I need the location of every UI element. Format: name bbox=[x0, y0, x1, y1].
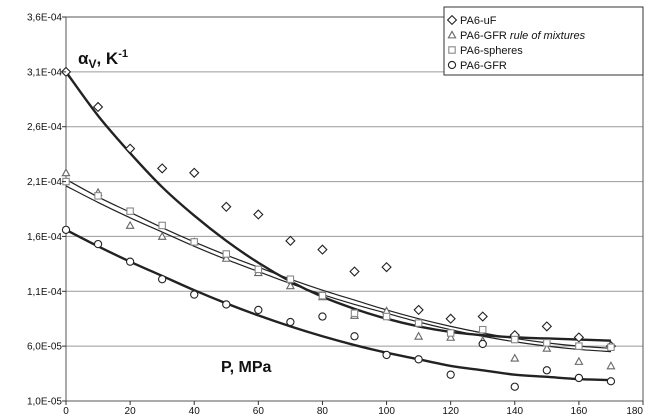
data-point-circle bbox=[190, 290, 199, 299]
x-tick-label: 40 bbox=[189, 406, 201, 417]
y-axis-ticks: 1,0E-05 6,0E-05 1,1E-04 1,6E-04 2,1E-04 2,6E-… bbox=[27, 13, 66, 408]
data-point-square bbox=[414, 319, 423, 327]
data-point-diamond bbox=[253, 209, 264, 220]
data-point-square bbox=[286, 275, 295, 283]
legend-marker-diamond bbox=[446, 14, 458, 26]
data-point-triangle bbox=[125, 220, 135, 229]
legend-box bbox=[443, 6, 644, 76]
legend-label: PA6-GFR rule of mixtures bbox=[460, 30, 586, 42]
x-tick-label: 20 bbox=[125, 406, 137, 417]
data-point-triangle bbox=[446, 332, 456, 341]
plot-frame bbox=[65, 16, 644, 402]
data-point-diamond bbox=[381, 261, 392, 273]
y-tick-label: 1,1E-04 bbox=[27, 287, 62, 298]
data-point-circle bbox=[286, 317, 295, 327]
legend-label: PA6-spheres bbox=[460, 45, 523, 57]
trendline-circle bbox=[65, 228, 611, 382]
y-axis-label: αV, K-1 bbox=[78, 48, 128, 71]
y-tick-label: 2,1E-04 bbox=[27, 177, 62, 188]
data-point-square bbox=[94, 192, 102, 200]
data-point-square bbox=[318, 291, 327, 300]
legend-marker-triangle bbox=[447, 30, 457, 39]
x-tick-label: 0 bbox=[63, 406, 69, 417]
data-point-diamond bbox=[573, 332, 585, 343]
data-point-square bbox=[446, 329, 455, 337]
y-tick-label: 6,0E-05 bbox=[27, 342, 62, 353]
data-point-square bbox=[607, 343, 615, 351]
data-point-circle bbox=[382, 350, 391, 360]
data-point-circle bbox=[414, 355, 423, 364]
data-point-triangle bbox=[221, 253, 231, 262]
data-point-square bbox=[190, 238, 198, 246]
data-point-square bbox=[254, 265, 263, 274]
x-tick-label: 180 bbox=[626, 406, 643, 417]
data-point-square bbox=[126, 207, 134, 215]
legend-label: PA6-uF bbox=[460, 15, 497, 27]
data-point-diamond bbox=[317, 244, 328, 255]
x-tick-label: 60 bbox=[253, 406, 265, 417]
data-point-triangle bbox=[61, 168, 71, 177]
y-tick-label: 1,6E-04 bbox=[27, 232, 62, 243]
data-point-square bbox=[350, 309, 359, 317]
data-point-diamond bbox=[221, 201, 232, 212]
data-points bbox=[60, 66, 617, 391]
data-point-diamond bbox=[189, 167, 200, 178]
data-point-square bbox=[382, 312, 391, 321]
data-point-circle bbox=[318, 312, 327, 321]
data-point-circle bbox=[446, 370, 455, 379]
data-point-triangle bbox=[606, 361, 616, 370]
x-tick-label: 140 bbox=[506, 406, 523, 417]
data-point-circle bbox=[606, 377, 616, 386]
data-point-circle bbox=[125, 257, 135, 266]
data-point-diamond bbox=[445, 313, 456, 324]
x-tick-label: 160 bbox=[571, 406, 588, 417]
data-point-diamond bbox=[285, 235, 296, 246]
data-point-diamond bbox=[156, 163, 168, 174]
data-point-square bbox=[478, 325, 487, 334]
x-axis-label: P, MPa bbox=[221, 359, 272, 376]
data-point-square bbox=[511, 335, 519, 344]
legend-marker-circle bbox=[447, 60, 457, 70]
data-point-diamond bbox=[413, 304, 424, 316]
x-axis-ticks: 0 20 40 60 80 100 120 140 160 180 bbox=[63, 401, 644, 417]
data-point-square bbox=[222, 250, 231, 258]
data-point-circle bbox=[158, 275, 167, 284]
x-tick-label: 80 bbox=[317, 406, 329, 417]
x-tick-label: 100 bbox=[378, 406, 395, 417]
legend-marker-square bbox=[448, 46, 456, 54]
data-point-diamond bbox=[477, 311, 488, 322]
data-point-circle bbox=[61, 225, 71, 234]
y-tick-label: 2,6E-04 bbox=[27, 122, 62, 133]
data-point-circle bbox=[574, 373, 584, 383]
data-point-diamond bbox=[349, 266, 360, 277]
data-point-triangle bbox=[574, 356, 584, 365]
data-point-circle bbox=[542, 366, 551, 375]
data-point-triangle bbox=[510, 353, 520, 362]
legend: PA6-uF PA6-GFR rule of mixtures PA6-sphere… bbox=[443, 6, 644, 76]
data-point-circle bbox=[350, 332, 359, 341]
data-point-triangle bbox=[414, 331, 424, 340]
legend-label: PA6-GFR bbox=[460, 60, 507, 72]
data-point-diamond bbox=[92, 101, 104, 113]
data-point-circle bbox=[254, 305, 263, 315]
data-point-circle bbox=[478, 339, 487, 349]
data-point-square bbox=[543, 339, 551, 347]
data-point-triangle bbox=[157, 231, 167, 240]
data-point-circle bbox=[510, 382, 519, 391]
data-point-triangle bbox=[542, 343, 552, 352]
data-point-triangle bbox=[285, 281, 295, 290]
data-point-circle bbox=[222, 300, 231, 309]
y-tick-label: 1,0E-05 bbox=[27, 397, 62, 408]
y-tick-label: 3,1E-04 bbox=[27, 67, 62, 78]
data-point-square bbox=[575, 342, 583, 350]
data-point-diamond bbox=[124, 143, 136, 154]
data-point-circle bbox=[93, 239, 103, 249]
y-tick-label: 3,6E-04 bbox=[27, 13, 62, 24]
data-point-square bbox=[158, 221, 166, 230]
data-point-diamond bbox=[541, 321, 553, 332]
x-tick-label: 120 bbox=[442, 406, 459, 417]
